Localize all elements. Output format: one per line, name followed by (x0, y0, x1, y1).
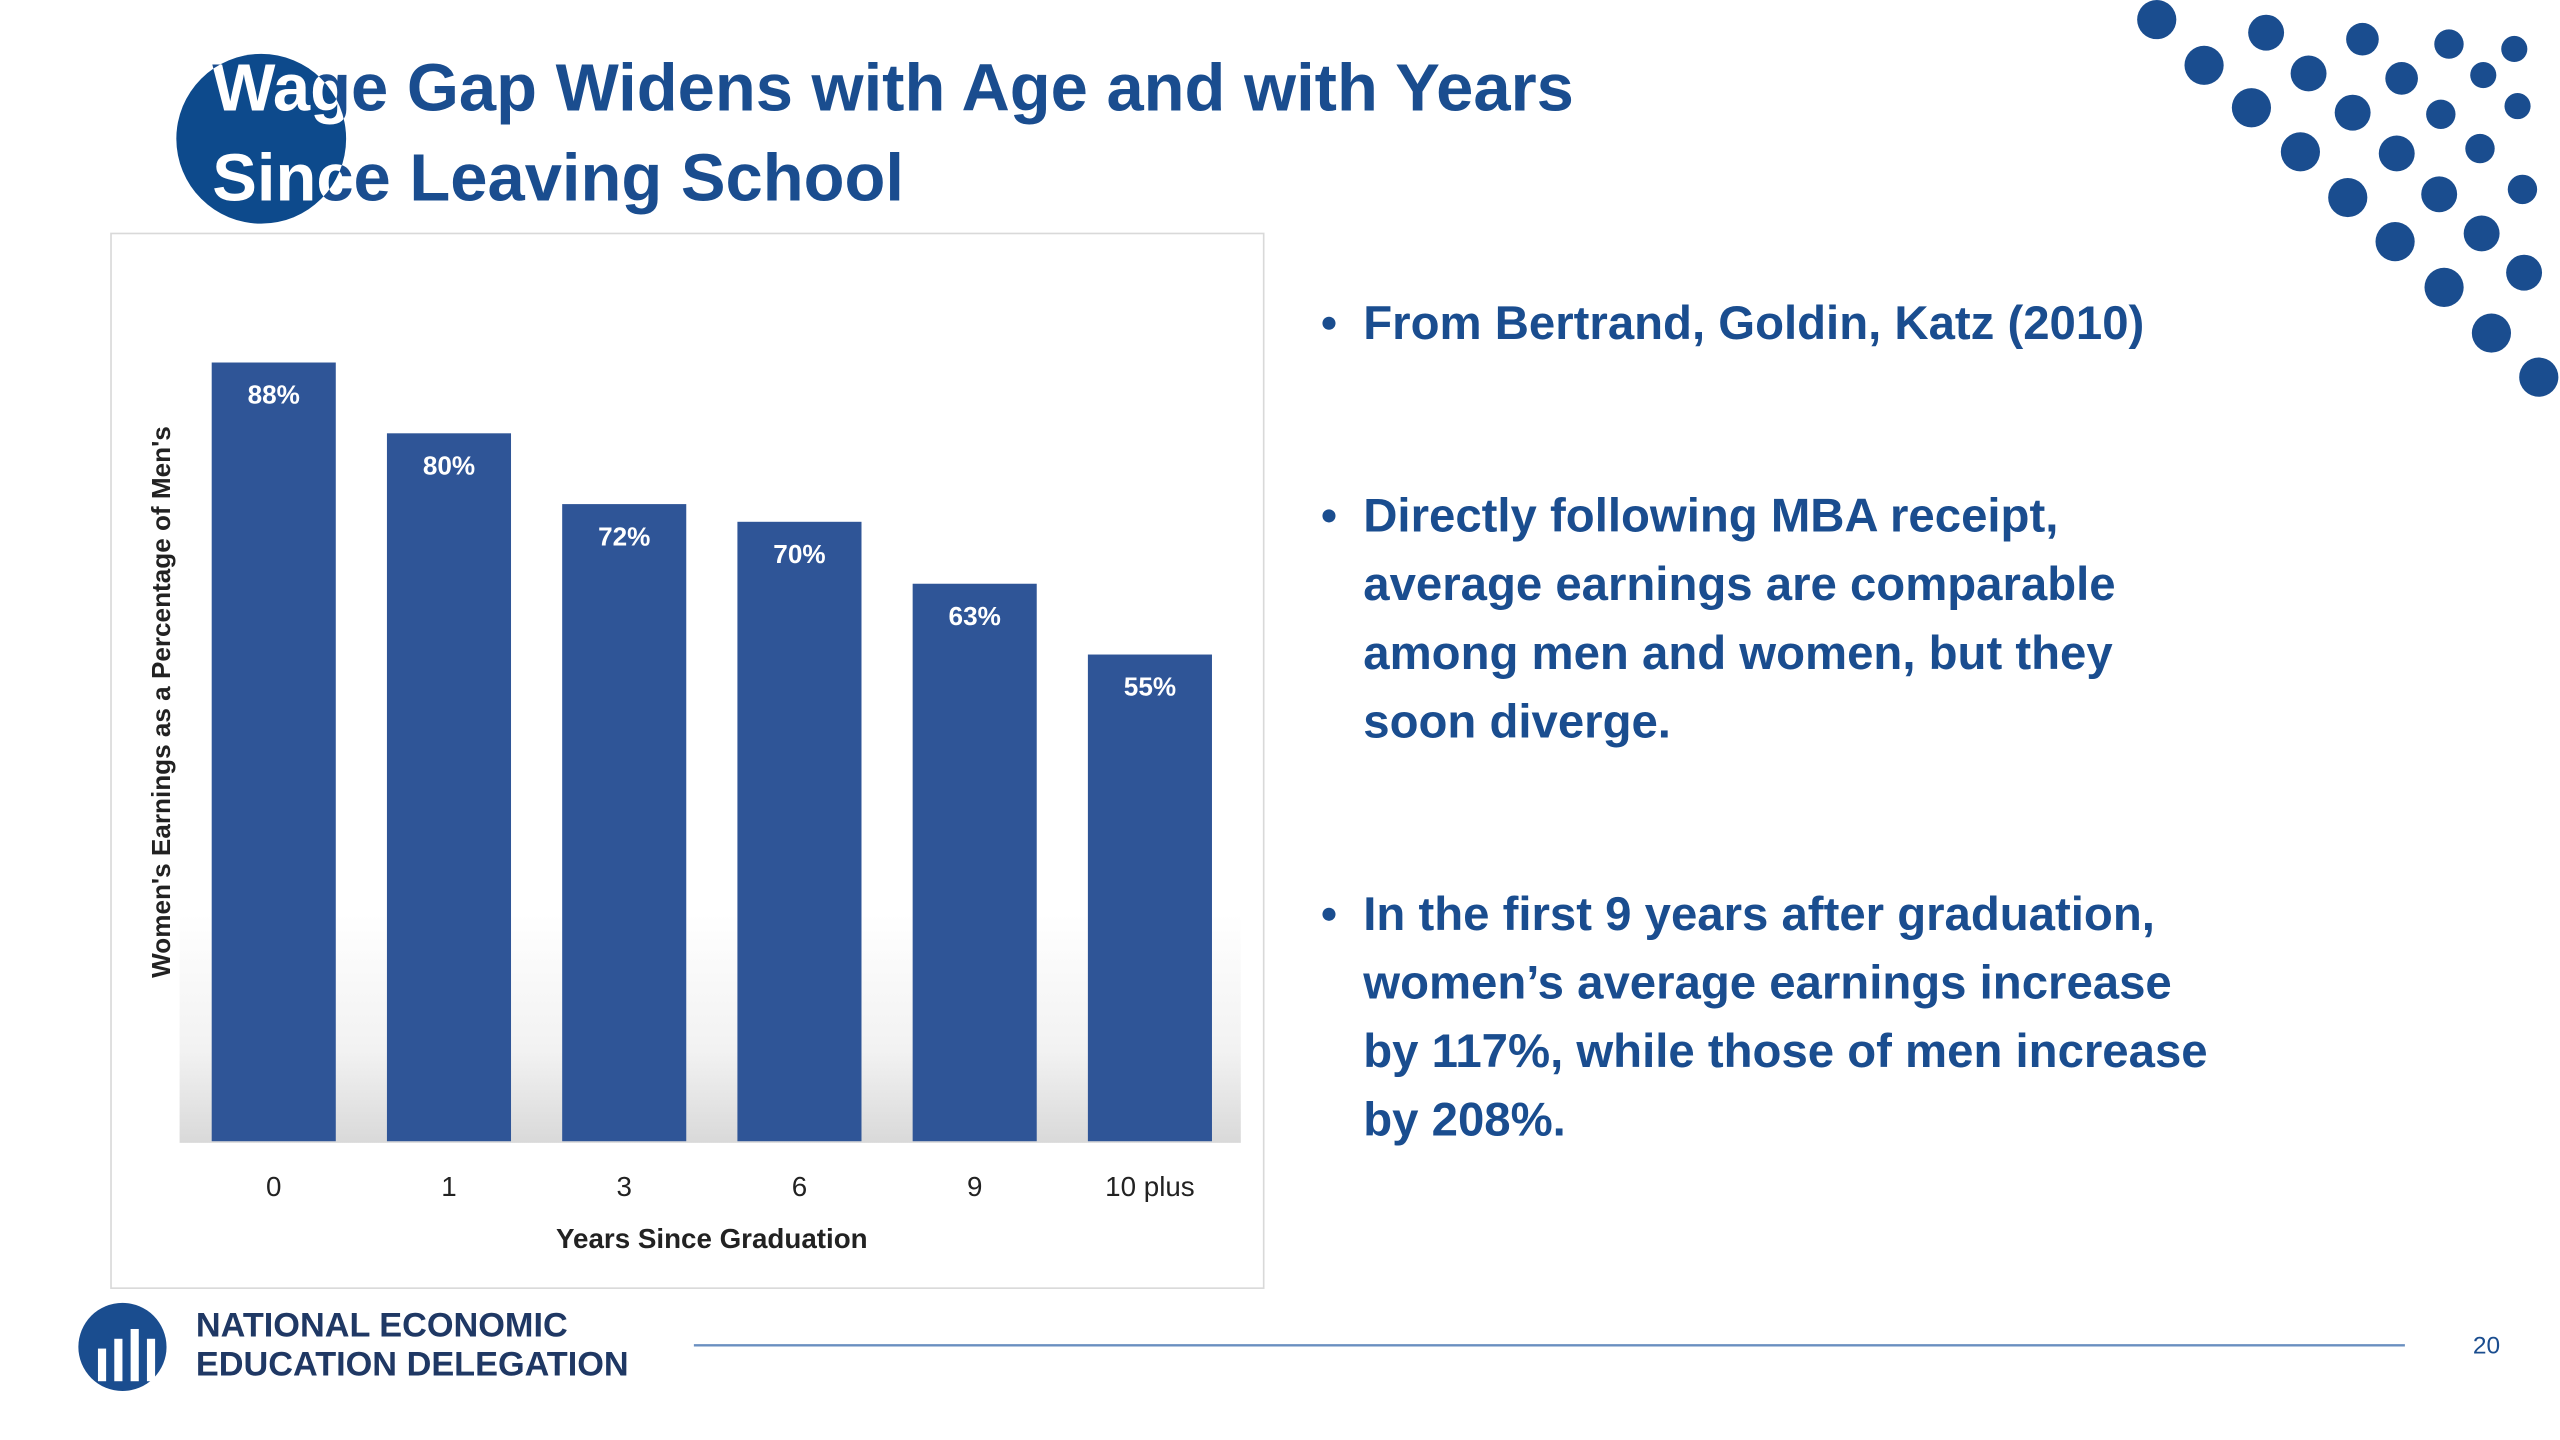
x-tick-label: 3 (616, 1171, 631, 1202)
x-tick-label: 6 (792, 1171, 807, 1202)
value-label: 63% (949, 601, 1001, 631)
y-axis-title: Women's Earnings as a Percentage of Men'… (146, 426, 176, 978)
bullet-text: Directly following MBA receipt, (1363, 490, 2058, 543)
plot-shadow (179, 914, 1241, 1143)
bullet-text: women’s average earnings increase (1362, 957, 2171, 1010)
bar (386, 433, 512, 1142)
bullet-text: among men and women, but they (1363, 627, 2113, 680)
value-label: 72% (598, 521, 650, 551)
logo-text: EDUCATION DELEGATION (196, 1346, 629, 1384)
title-line: Wage Gap Widens with Age and with Years (212, 51, 1574, 126)
dots (2137, 0, 2559, 397)
page-number: 20 (2473, 1332, 2500, 1359)
bullet-text: by 117%, while those of men increase (1363, 1025, 2207, 1078)
bullet-text: soon diverge. (1363, 695, 1671, 748)
bar (912, 583, 1037, 1142)
x-tick-label: 1 (441, 1171, 456, 1202)
bar (211, 362, 336, 1142)
x-axis-title: Years Since Graduation (556, 1223, 868, 1254)
value-label: 55% (1124, 672, 1176, 702)
bullet-text: by 208%. (1363, 1094, 1566, 1147)
value-label: 80% (423, 450, 475, 480)
bullet-dot (1322, 316, 1336, 330)
bar (562, 504, 687, 1142)
bullet-text: average earnings are comparable (1363, 558, 2115, 611)
chart: 88% 0 80% 1 72% 3 70% 6 63% 9 55% 10 plus Years Sinc… (146, 362, 1212, 1254)
x-tick-label: 9 (967, 1171, 982, 1202)
logo-text: NATIONAL ECONOMIC (196, 1306, 568, 1344)
title-circle (176, 53, 347, 224)
bullet-dot (1322, 907, 1336, 921)
x-tick-label: 0 (266, 1171, 281, 1202)
bullet-text: In the first 9 years after graduation, (1363, 888, 2155, 941)
bar (737, 521, 862, 1142)
bullets: From Bertrand, Goldin, Katz (2010) Direct… (1322, 297, 2208, 1147)
title: Wage Gap Widens with Age and with YearsW… (212, 51, 1574, 216)
logo-mark (78, 1302, 167, 1392)
bullet-text: From Bertrand, Goldin, Katz (2010) (1363, 297, 2144, 350)
value-label: 70% (773, 539, 825, 569)
bar (1087, 654, 1212, 1142)
value-label: 88% (248, 380, 300, 410)
bullet-dot (1322, 509, 1336, 523)
x-tick-label: 10 plus (1105, 1171, 1194, 1202)
title-line: Since Leaving School (212, 141, 904, 216)
